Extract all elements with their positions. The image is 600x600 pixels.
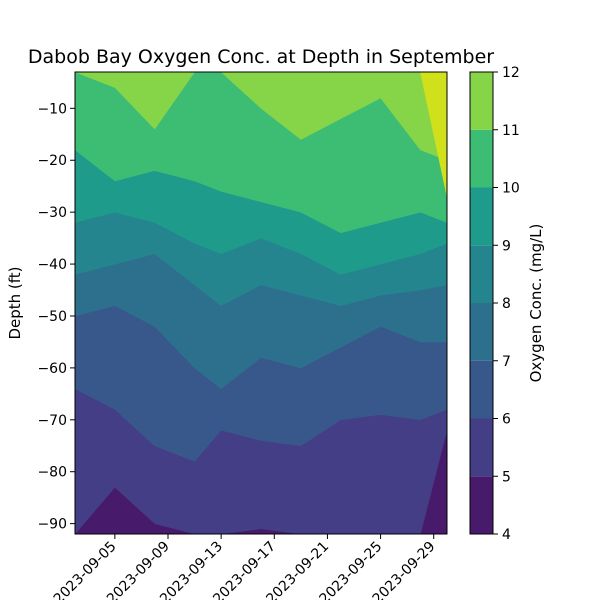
y-tick-label: −20: [37, 153, 67, 169]
y-axis: −10 −20 −30 −40 −50 −60 −70 −80 −90: [37, 101, 75, 533]
colorbar: [470, 72, 493, 534]
x-axis: 2023-09-052023-09-092023-09-132023-09-17…: [51, 534, 439, 600]
colorbar-tick-label: 8: [502, 296, 511, 312]
colorbar-label: Oxygen Conc. (mg/L): [527, 224, 545, 383]
colorbar-segment: [470, 129, 493, 188]
colorbar-tick-label: 5: [502, 469, 511, 485]
colorbar-segment: [470, 418, 493, 477]
y-tick-label: −50: [37, 309, 67, 325]
colorbar-tick-label: 6: [502, 412, 511, 428]
y-tick-label: −60: [37, 361, 67, 377]
colorbar-segment: [470, 72, 493, 130]
y-tick-label: −40: [37, 257, 67, 273]
colorbar-tick-label: 7: [502, 354, 511, 370]
colorbar-segment: [470, 360, 493, 419]
colorbar-segment: [470, 476, 493, 534]
colorbar-segment: [470, 245, 493, 303]
contour-band-11-12: [75, 72, 447, 197]
contour-band-4-5: [75, 430, 447, 534]
colorbar-axis: 4 5 6 7 8 9 10 11 12: [493, 65, 520, 543]
colorbar-segment: [470, 187, 493, 246]
y-tick-label: −10: [37, 101, 67, 117]
colorbar-tick-label: 10: [502, 181, 520, 197]
colorbar-tick-label: 12: [502, 65, 520, 81]
y-tick-label: −80: [37, 465, 67, 481]
colorbar-tick-label: 4: [502, 527, 511, 543]
plot-area: [75, 72, 447, 534]
y-axis-label: Depth (ft): [6, 266, 24, 339]
y-tick-label: −90: [37, 517, 67, 533]
chart-title: Dabob Bay Oxygen Conc. at Depth in Septe…: [28, 46, 494, 68]
plot-frame: [74, 71, 448, 535]
y-tick-label: −70: [37, 413, 67, 429]
contour-band-10-11: [75, 72, 447, 234]
colorbar-tick-label: 9: [502, 238, 511, 254]
y-tick-label: −30: [37, 205, 67, 221]
colorbar-segment: [470, 303, 493, 361]
colorbar-tick-label: 11: [502, 123, 520, 139]
